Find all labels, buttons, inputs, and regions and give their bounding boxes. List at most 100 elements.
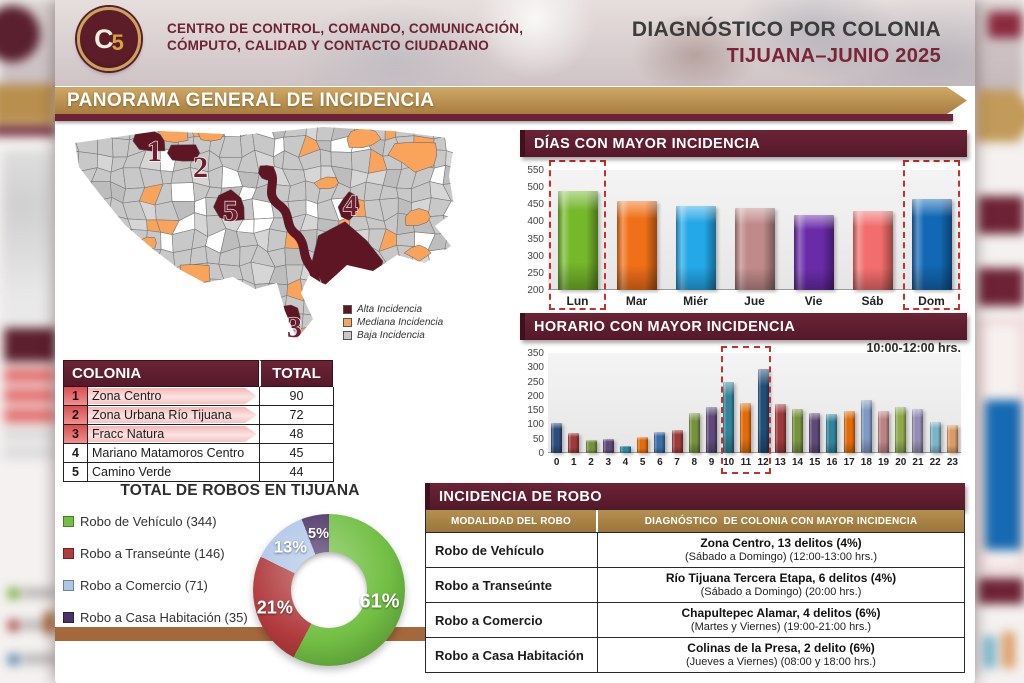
- x-axis-label-2: 2: [588, 457, 594, 468]
- tijuana-choropleth-map: 1 25 4 3: [75, 127, 455, 345]
- donut-legend-label: Robo a Comercio (71): [80, 578, 208, 593]
- time-range-annotation: 10:00-12:00 hrs.: [866, 341, 961, 355]
- bar-Sáb: [852, 211, 893, 290]
- x-axis-label-20: 20: [895, 457, 907, 468]
- x-axis-label-11: 11: [740, 457, 752, 468]
- bar-10: [723, 381, 735, 453]
- donut-percent-label: 13%: [273, 538, 307, 557]
- colonia-rank: 4: [64, 444, 88, 463]
- header-titles: DIAGNÓSTICO POR COLONIA TIJUANA–JUNIO 20…: [632, 18, 941, 68]
- colonia-total: 48: [260, 425, 334, 444]
- y-axis-tick-label: 200: [527, 285, 544, 296]
- map-marker-3: 3: [287, 311, 302, 344]
- y-axis-tick-label: 300: [527, 362, 544, 374]
- diagnostico-header-cell: DIAGNÓSTICO DE COLONIA CON MAYOR INCIDEN…: [598, 510, 964, 532]
- table-row: 3 Fracc Natura 48: [63, 425, 334, 444]
- x-axis-label-Miér: Miér: [683, 294, 708, 308]
- bg-table-row3: [4, 408, 56, 423]
- bg-25-blob: [988, 12, 1022, 38]
- robo-diagnostic-line2: (Martes y Viernes) (19:00-21:00 hrs.): [690, 621, 872, 633]
- bg-maroon-bar1: [978, 196, 1024, 234]
- colonia-rank: 5: [64, 463, 88, 482]
- table-row: 2 Zona Urbana Río Tijuana 72: [63, 406, 334, 425]
- x-axis-label-12: 12: [757, 457, 769, 468]
- colonia-name-text: Camino Verde: [92, 465, 172, 479]
- bar-3: [602, 439, 614, 453]
- x-axis-label-Mar: Mar: [625, 294, 648, 308]
- table-row: Robo a Transeúnte Río Tijuana Tercera Eta…: [426, 567, 964, 602]
- donut-legend-item: Robo a Casa Habitación (35): [63, 610, 248, 625]
- bar-22: [929, 421, 941, 453]
- hours-bar-chart: 350 300 250 200 150 100 50 0 0 1 2 3 4 5 6 7 8 9 10 11 12 13 1…: [520, 341, 967, 479]
- bar-7: [671, 430, 683, 453]
- bg-table-row5: [4, 446, 56, 459]
- x-axis-label-16: 16: [826, 457, 838, 468]
- map-legend-item: Alta Incidencia: [343, 304, 443, 315]
- map-marker-1: 1: [147, 135, 162, 168]
- donut-legend-label: Robo a Casa Habitación (35): [80, 610, 248, 625]
- map-marker-5: 5: [223, 195, 238, 228]
- y-axis-tick-label: 250: [527, 267, 544, 279]
- bar-4: [619, 445, 631, 453]
- x-axis-label-7: 7: [674, 457, 680, 468]
- map-marker-4: 4: [343, 189, 358, 222]
- hours-section-header: HORARIO CON MAYOR INCIDENCIA: [520, 313, 967, 340]
- highlight-box: [549, 160, 606, 310]
- bar-8: [688, 413, 700, 453]
- c5-logo-number: 5: [111, 30, 124, 55]
- bar-19: [878, 411, 890, 453]
- table-row: Robo a Casa Habitación Colinas de la Pres…: [426, 637, 964, 672]
- y-axis-tick-label: 500: [527, 182, 544, 194]
- section-banner: PANORAMA GENERAL DE INCIDENCIA: [55, 87, 967, 114]
- colonia-rank: 3: [64, 425, 88, 444]
- bg-maroon-bar2: [978, 268, 1024, 306]
- robo-table-header: MODALIDAD DEL ROBO DIAGNÓSTICO DE COLONIA…: [426, 510, 964, 532]
- robo-modality: Robo a Comercio: [426, 603, 598, 637]
- bar-17: [843, 410, 855, 453]
- days-bar-chart: 550 500 450 400 350 300 250 200 Lun Mar Miér Jue Vie…: [520, 160, 967, 312]
- x-axis-label-18: 18: [860, 457, 872, 468]
- donut-percent-label: 61%: [359, 590, 400, 613]
- bar-14: [792, 408, 804, 453]
- y-axis-tick-label: 400: [527, 216, 544, 228]
- colonia-name: Mariano Matamoros Centro: [88, 444, 260, 463]
- bar-6: [654, 431, 666, 453]
- y-axis-tick-label: 550: [527, 165, 544, 176]
- donut-legend-swatch-3: [63, 580, 74, 591]
- donut-percent-label: 5%: [308, 525, 330, 542]
- bg-legend-text1: [22, 588, 56, 598]
- robo-diagnostic-line1: Río Tijuana Tercera Etapa, 6 delitos (4%…: [665, 571, 897, 585]
- total-header-cell: TOTAL: [259, 360, 333, 387]
- x-axis-label-21: 21: [912, 457, 924, 468]
- bg-brown-tab: [44, 612, 56, 634]
- org-name: CENTRO DE CONTROL, COMANDO, COMUNICACIÓN…: [167, 20, 523, 54]
- bar-Lun: [557, 190, 598, 290]
- y-axis-tick-label: 250: [527, 376, 544, 388]
- colonia-name: Zona Centro: [88, 387, 260, 406]
- colonia-total: 45: [260, 444, 334, 463]
- bg-banner-left: [0, 84, 56, 124]
- donut-legend-label: Robo a Transeúnte (146): [80, 546, 225, 561]
- donut-title: TOTAL DE ROBOS EN TIJUANA: [120, 482, 360, 499]
- map-legend-item: Mediana Incidencia: [343, 317, 443, 328]
- bar-21: [912, 408, 924, 453]
- y-axis-tick-label: 350: [527, 233, 544, 245]
- colonia-total: 72: [260, 406, 334, 425]
- colonia-rank: 1: [64, 387, 88, 406]
- bar-16: [826, 414, 838, 453]
- y-axis-tick-label: 300: [527, 250, 544, 262]
- x-axis-label-Vie: Vie: [804, 294, 823, 308]
- x-axis-label-9: 9: [708, 457, 715, 468]
- robo-modality: Robo de Vehículo: [426, 533, 598, 567]
- org-line2: CÓMPUTO, CALIDAD Y CONTACTO CIUDADANO: [167, 38, 489, 53]
- robo-modality: Robo a Casa Habitación: [426, 638, 598, 672]
- bg-legend-text3: [22, 654, 56, 664]
- x-axis-label-14: 14: [791, 457, 804, 468]
- bar-1: [568, 433, 580, 453]
- bg-gold-arrow: [976, 90, 1024, 142]
- table-row: Robo a Comercio Chapultepec Alamar, 4 del…: [426, 602, 964, 637]
- bar-12: [757, 368, 769, 453]
